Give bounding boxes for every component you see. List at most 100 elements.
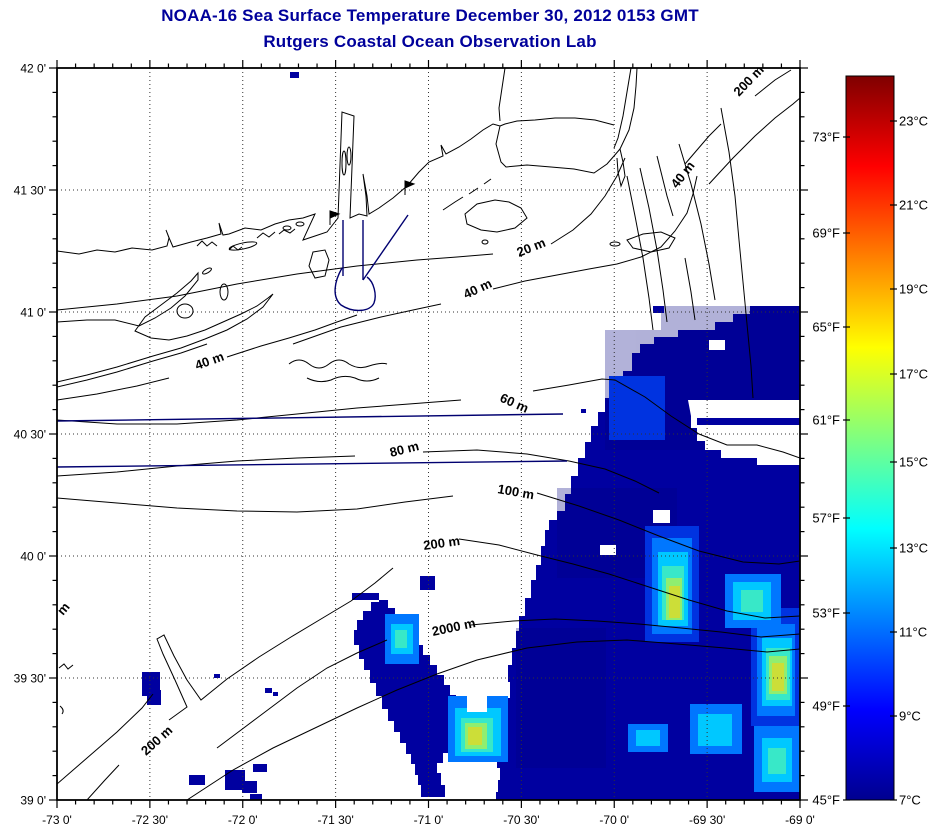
colorbar-label-celsius: 7°C — [899, 793, 921, 808]
y-tick-label: 40 30' — [14, 428, 46, 442]
track-transect-south — [57, 460, 568, 468]
contour-40m-mid — [292, 175, 698, 345]
contour-40m-west — [57, 314, 358, 401]
coastlines — [57, 68, 676, 388]
sst-navy-cell — [581, 409, 586, 413]
depth-contour-label: 80 m — [388, 438, 420, 460]
y-tick-label: 42 0' — [20, 62, 46, 76]
island-marthas-vineyard — [464, 199, 528, 233]
sound-shore-scribbles — [196, 228, 296, 251]
survey-track-lines — [57, 214, 568, 468]
sst-warm-cell — [772, 663, 784, 691]
depth-contour-label: 2000 m — [431, 615, 477, 639]
canyon-squiggle — [58, 663, 74, 715]
sst-warm-cell — [609, 376, 665, 440]
shoal-contour-3 — [656, 155, 696, 321]
colorbar-label-fahrenheit: 65°F — [812, 320, 840, 335]
track-loop — [334, 267, 376, 312]
colorbar-label-fahrenheit: 53°F — [812, 606, 840, 621]
sst-data-layer — [142, 72, 800, 800]
shoal-contour-5 — [720, 107, 754, 399]
colorbar-label-celsius: 11°C — [899, 625, 927, 640]
colorbar-annotations: 73°F 69°F 65°F 61°F 57°F 53°F 49°F 45°F 23°C 21°C… — [812, 114, 928, 808]
sst-cloud-hole — [709, 340, 725, 350]
y-tick-label: 39 0' — [20, 794, 46, 808]
colorbar-label-celsius: 23°C — [899, 114, 928, 129]
x-tick-label: -69 0' — [785, 813, 815, 827]
island-shelter — [176, 303, 194, 319]
sst-notch-band — [697, 418, 800, 425]
shoal-contour-2 — [639, 167, 668, 323]
depth-contour-label: 40 m — [668, 158, 698, 191]
coast-connecticut-rhodeisland-capecod — [57, 111, 626, 255]
colorbar-label-fahrenheit: 57°F — [812, 511, 840, 526]
contour-80m — [57, 449, 660, 494]
islands-elizabeth — [442, 178, 492, 211]
contour-slope-extra — [57, 693, 154, 785]
depth-contour-label: 40 m — [193, 349, 226, 373]
scribble-islet-2 — [295, 221, 305, 227]
sst-navy-cell — [253, 764, 267, 772]
colorbar-label-fahrenheit: 73°F — [812, 130, 840, 145]
sst-navy-cell — [290, 72, 299, 78]
island-tuckernuck — [609, 241, 621, 247]
sst-warm-cell — [768, 748, 786, 774]
island-fishers — [228, 241, 258, 251]
coast-long-island — [57, 271, 274, 383]
narragansett-island-1 — [341, 150, 347, 176]
island-nantucket — [626, 231, 676, 253]
sst-warm-cell — [468, 727, 482, 745]
scribble-islet-1 — [282, 225, 292, 231]
sst-navy-cell — [273, 692, 278, 696]
sst-warm-cell — [698, 714, 732, 746]
flag-marker-1 — [329, 210, 341, 225]
x-tick-label: -71 30' — [317, 813, 353, 827]
coast-capecod-bayside — [498, 68, 615, 127]
x-tick-label: -69 30' — [689, 813, 725, 827]
colorbar: 73°F 69°F 65°F 61°F 57°F 53°F 49°F 45°F 23°C 21°C… — [812, 75, 928, 808]
contour-2000m — [216, 618, 800, 749]
mud-patch-wiggle-2 — [306, 375, 380, 383]
depth-contour-label: 200 m — [138, 722, 175, 758]
sst-warm-pixels — [385, 376, 800, 792]
depth-contour-label: 200 m — [422, 533, 461, 553]
sst-cloud-hole — [467, 695, 487, 712]
sst-warm-cell — [741, 590, 763, 612]
sst-cloud-hole — [600, 545, 616, 555]
x-tick-label: -72 0' — [228, 813, 258, 827]
figure-subtitle: Rutgers Coastal Ocean Observation Lab — [263, 32, 597, 51]
colorbar-label-fahrenheit: 69°F — [812, 226, 840, 241]
contour-200m-northeast-2 — [708, 97, 800, 185]
contour-20m — [57, 157, 626, 311]
colorbar-label-fahrenheit: 61°F — [812, 413, 840, 428]
sst-warm-cell — [395, 630, 407, 648]
shoal-contour-4 — [678, 143, 716, 301]
colorbar-label-celsius: 15°C — [899, 455, 928, 470]
sst-wing-blob — [352, 593, 462, 797]
shoal-contour-1 — [626, 175, 654, 331]
flag-marker-2 — [404, 180, 416, 195]
colorbar-label-fahrenheit: 45°F — [812, 793, 840, 808]
contour-200m-northeast — [684, 69, 792, 165]
sst-navy-cell — [265, 688, 272, 693]
y-tick-label: 41 0' — [20, 306, 46, 320]
island-block — [308, 249, 330, 279]
sst-navy-cell — [225, 770, 245, 790]
narragansett-island-2 — [346, 146, 352, 166]
sst-navy-cell — [250, 794, 262, 800]
sst-navy-cell — [189, 775, 205, 785]
contour-100m — [57, 492, 800, 565]
colorbar-label-celsius: 17°C — [899, 367, 928, 382]
sst-navy-cell — [214, 674, 220, 678]
colorbar-label-fahrenheit: 49°F — [812, 699, 840, 714]
axes-ticks-labels: -73 0' -72 30' -72 0' -71 30' -71 0' -70 30' -… — [14, 60, 815, 827]
y-tick-label: 40 0' — [20, 550, 46, 564]
station-markers — [329, 180, 416, 225]
island-gardiners — [219, 283, 229, 301]
sst-navy-cell — [147, 690, 161, 705]
colorbar-gradient — [845, 75, 895, 801]
colorbar-label-celsius: 9°C — [899, 709, 921, 724]
contour-60m — [57, 378, 800, 459]
